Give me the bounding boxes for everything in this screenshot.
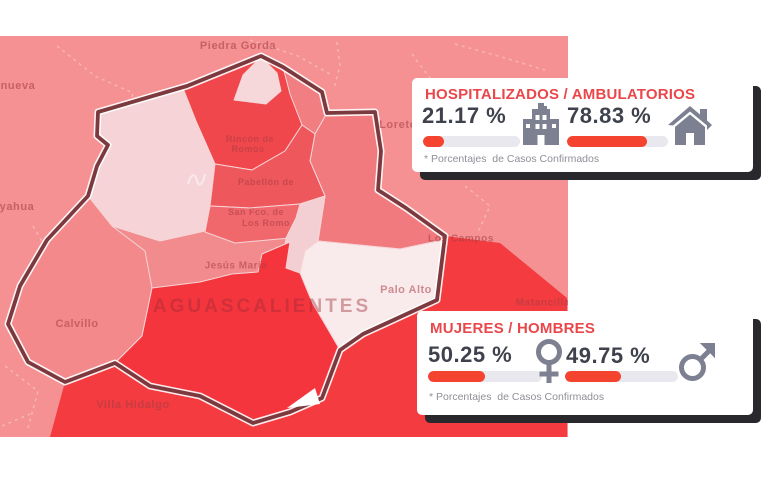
footnote-confirmed-cases: * Porcentajes de Casos Confirmados	[424, 153, 600, 165]
women-progress-bar	[428, 371, 542, 382]
male-icon	[679, 343, 719, 386]
watermark-squiggle	[187, 173, 206, 186]
hospitalized-progress-bar	[423, 136, 520, 147]
hospital-icon	[521, 103, 561, 152]
state-border	[6, 54, 447, 425]
border-white-notch	[287, 388, 320, 408]
men-percent: 49.75 %	[566, 343, 651, 368]
mujeres-hombres-card: MUJERES / HOMBRES 50.25 % 49.75 % * Porc…	[417, 311, 753, 415]
card-title-hospitalizados: HOSPITALIZADOS / AMBULATORIOS	[425, 86, 696, 103]
card-title-mujeres-hombres: MUJERES / HOMBRES	[430, 320, 596, 337]
municipality-cosio[interactable]	[233, 56, 282, 105]
men-progress-bar	[565, 371, 678, 382]
hospitalized-percent: 21.17 %	[422, 103, 507, 128]
ambulatory-progress-bar	[567, 136, 668, 147]
home-icon	[667, 105, 713, 150]
women-percent: 50.25 %	[428, 342, 513, 367]
hospitalizados-ambulatorios-card: HOSPITALIZADOS / AMBULATORIOS 21.17 % 78…	[412, 78, 753, 172]
footnote-confirmed-cases: * Porcentajes de Casos Confirmados	[429, 391, 605, 403]
ambulatory-percent: 78.83 %	[567, 103, 652, 128]
female-icon	[533, 339, 565, 390]
